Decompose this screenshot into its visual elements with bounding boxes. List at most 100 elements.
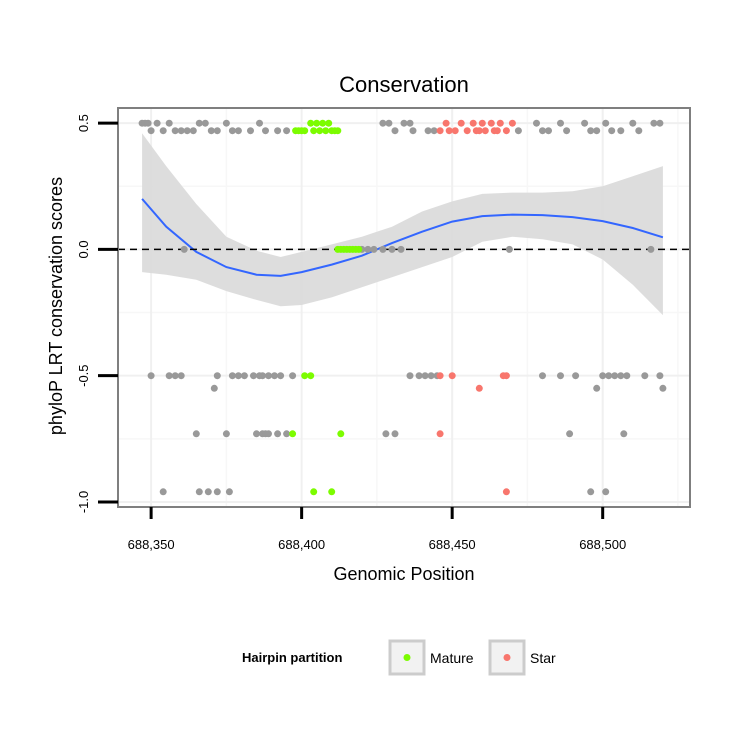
point-other xyxy=(180,245,188,253)
point-other xyxy=(647,245,655,253)
point-star xyxy=(502,488,510,496)
point-star xyxy=(463,127,471,135)
point-other xyxy=(271,372,278,380)
point-other xyxy=(159,127,167,135)
panel-background xyxy=(118,108,690,507)
point-other xyxy=(213,488,221,496)
point-other xyxy=(388,245,396,253)
point-other xyxy=(397,245,405,253)
point-other xyxy=(210,384,218,392)
point-other xyxy=(557,372,564,380)
point-mature xyxy=(301,127,309,135)
point-other xyxy=(599,372,607,380)
point-other xyxy=(539,372,546,380)
point-other xyxy=(572,372,580,380)
point-mature xyxy=(301,372,309,380)
point-other xyxy=(391,430,399,438)
point-star xyxy=(469,119,477,127)
legend-title: Hairpin partition xyxy=(242,650,342,665)
point-other xyxy=(289,372,297,380)
point-star xyxy=(478,119,486,127)
point-other xyxy=(406,119,414,127)
point-other xyxy=(225,488,233,496)
point-mature xyxy=(355,245,363,253)
point-other xyxy=(253,430,260,438)
point-other xyxy=(587,488,595,496)
point-other xyxy=(635,127,643,135)
point-other xyxy=(204,488,212,496)
point-other xyxy=(274,127,282,135)
point-other xyxy=(228,372,236,380)
point-mature xyxy=(310,127,318,135)
point-star xyxy=(493,127,501,135)
plot-area xyxy=(117,107,691,508)
point-other xyxy=(247,127,254,135)
point-mature xyxy=(325,119,333,127)
point-other xyxy=(213,372,221,380)
point-other xyxy=(656,119,664,127)
point-mature xyxy=(334,127,342,135)
point-star xyxy=(487,119,495,127)
point-other xyxy=(189,127,197,135)
legend-label-star: Star xyxy=(530,650,556,666)
point-other xyxy=(424,127,432,135)
point-other xyxy=(222,430,230,438)
point-other xyxy=(165,372,173,380)
legend-swatch-mature xyxy=(403,654,411,661)
point-other xyxy=(430,127,438,135)
axes: 688,350 688,400 688,450 688,500 -1.0 -0.5 0.0 0… xyxy=(76,114,626,552)
legend-key-mature xyxy=(388,639,426,676)
point-other xyxy=(581,119,589,127)
point-other xyxy=(265,372,272,380)
point-other xyxy=(370,245,378,253)
point-other xyxy=(222,119,230,127)
point-other xyxy=(379,245,387,253)
point-other xyxy=(171,372,179,380)
point-other xyxy=(514,127,522,135)
x-tick-label: 688,500 xyxy=(579,537,626,552)
point-other xyxy=(391,127,399,135)
point-star xyxy=(436,127,444,135)
point-mature xyxy=(337,430,345,438)
point-other xyxy=(171,127,179,135)
legend-label-mature: Mature xyxy=(430,650,474,666)
point-star xyxy=(451,127,459,135)
point-other xyxy=(256,119,263,127)
point-other xyxy=(192,430,200,438)
point-other xyxy=(587,127,595,135)
point-mature xyxy=(307,372,315,380)
legend-swatch-star xyxy=(503,654,511,661)
point-other xyxy=(153,119,161,127)
point-other xyxy=(379,119,387,127)
point-other xyxy=(593,384,601,392)
point-star xyxy=(442,119,450,127)
point-other xyxy=(406,372,414,380)
point-mature xyxy=(316,127,324,135)
point-other xyxy=(265,430,272,438)
point-other xyxy=(400,119,408,127)
point-other xyxy=(566,430,574,438)
point-star xyxy=(436,430,444,438)
point-other xyxy=(557,119,564,127)
point-other xyxy=(147,127,155,135)
smooth-line xyxy=(141,198,664,277)
x-tick-label: 688,450 xyxy=(429,537,476,552)
point-other xyxy=(415,372,423,380)
point-other xyxy=(277,372,285,380)
point-other xyxy=(177,127,185,135)
point-other xyxy=(608,127,616,135)
legend: Hairpin partition Mature Star xyxy=(242,639,556,676)
point-mature xyxy=(322,127,330,135)
y-tick-label: -1.0 xyxy=(76,491,91,513)
point-other xyxy=(409,127,417,135)
y-tick-label: 0.0 xyxy=(76,240,91,258)
point-other xyxy=(539,127,546,135)
point-other xyxy=(623,372,631,380)
point-other xyxy=(228,127,236,135)
point-other xyxy=(283,430,291,438)
point-other xyxy=(262,127,269,135)
point-other xyxy=(159,488,167,496)
x-tick-label: 688,400 xyxy=(278,537,325,552)
y-axis-title: phyloP LRT conservation scores xyxy=(46,177,66,435)
